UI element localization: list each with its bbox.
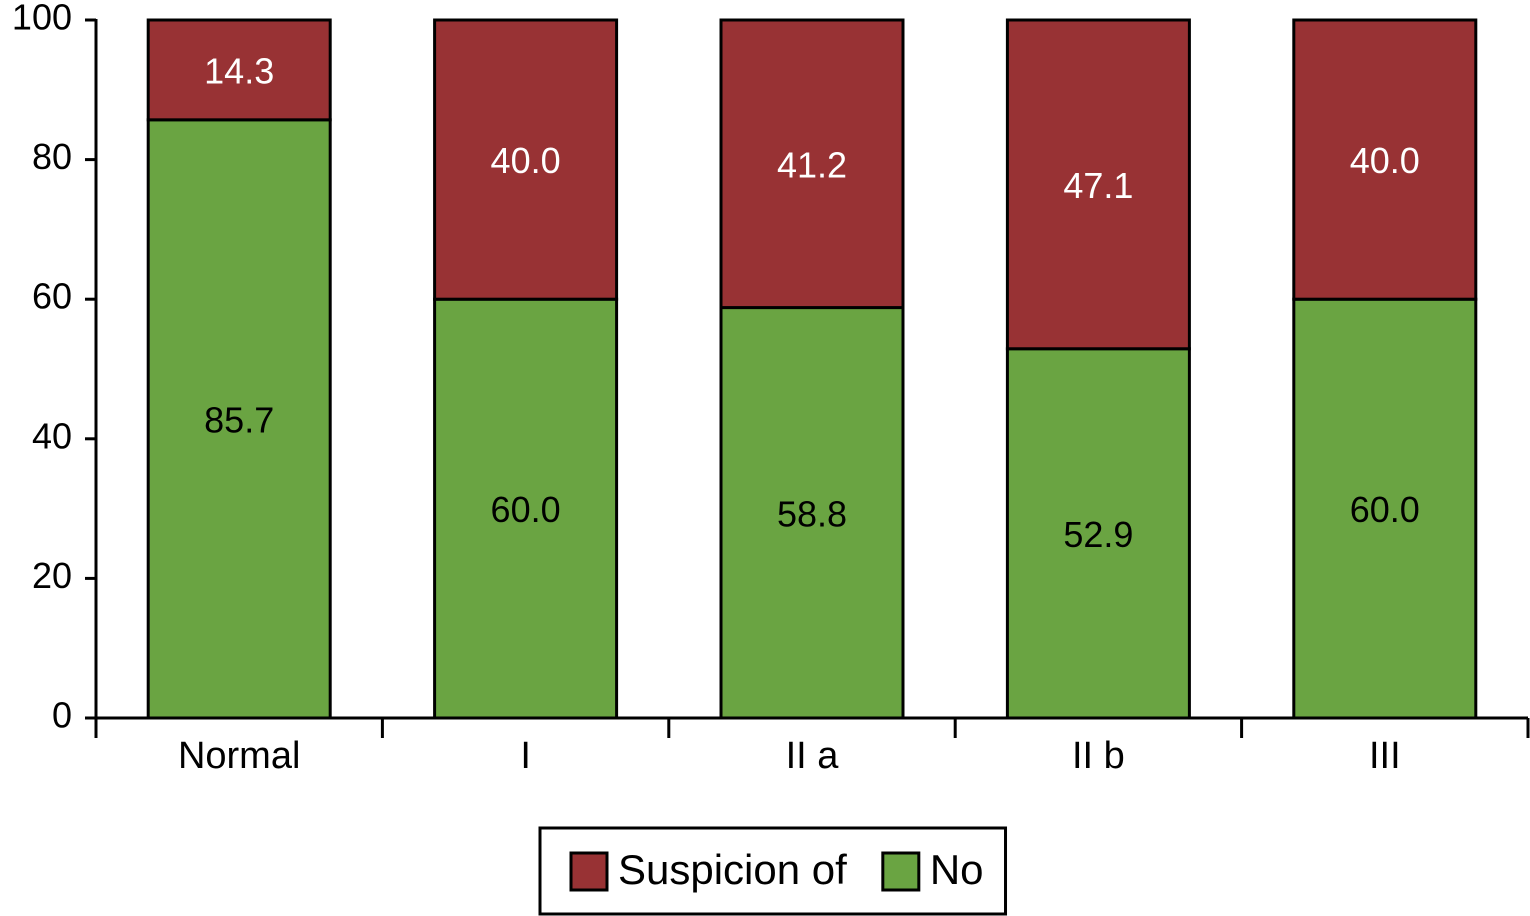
- legend-swatch: [881, 851, 921, 892]
- x-tick-label: II b: [1072, 735, 1125, 777]
- bar-segment: [1005, 347, 1191, 720]
- value-label: 60.0: [1350, 489, 1420, 530]
- value-label: 47.1: [1063, 165, 1133, 206]
- y-tick-label: 80: [32, 136, 72, 177]
- value-label: 52.9: [1063, 514, 1133, 555]
- bar-segment: [1005, 18, 1191, 351]
- bar-segment: [146, 18, 332, 122]
- bar-segment: [146, 118, 332, 720]
- y-tick-label: 0: [52, 695, 72, 736]
- y-tick-label: 60: [32, 276, 72, 317]
- value-label: 60.0: [491, 489, 561, 530]
- value-label: 40.0: [1350, 140, 1420, 181]
- value-label: 58.8: [777, 493, 847, 534]
- value-label: 41.2: [777, 144, 847, 185]
- legend-box: [538, 826, 1008, 916]
- legend-swatch: [569, 851, 609, 892]
- legend: Suspicion of No: [538, 826, 1008, 916]
- x-tick-label: Normal: [178, 735, 300, 777]
- bar-segment: [1292, 18, 1478, 301]
- legend-label: Suspicion of: [618, 846, 847, 893]
- x-tick-label: III: [1369, 735, 1401, 777]
- y-tick-label: 20: [32, 555, 72, 596]
- value-label: 14.3: [204, 50, 274, 91]
- legend-label: No: [930, 846, 984, 893]
- value-label: 85.7: [204, 399, 274, 440]
- y-tick-label: 100: [12, 0, 72, 38]
- value-label: 40.0: [491, 140, 561, 181]
- bar-segment: [433, 18, 619, 301]
- x-tick-label: II a: [786, 735, 840, 777]
- y-tick-label: 40: [32, 415, 72, 456]
- x-tick-label: I: [520, 735, 531, 777]
- bar-segment: [719, 18, 905, 310]
